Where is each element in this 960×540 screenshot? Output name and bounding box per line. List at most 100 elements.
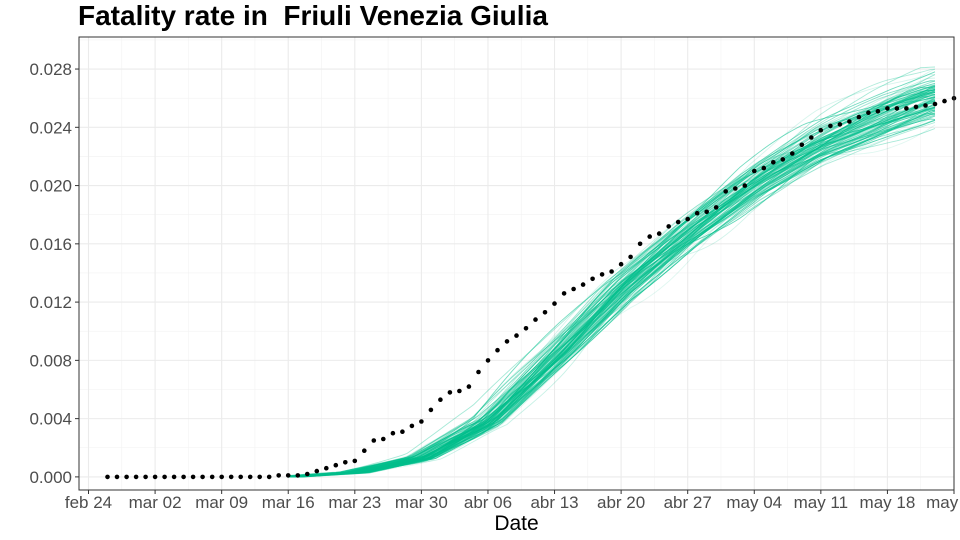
x-tick-label: mar 16 bbox=[262, 493, 315, 512]
observed-point bbox=[904, 106, 909, 111]
observed-point bbox=[343, 460, 348, 465]
observed-points bbox=[105, 95, 957, 480]
observed-point bbox=[257, 474, 263, 480]
observed-point bbox=[162, 474, 167, 480]
observed-point bbox=[780, 157, 786, 162]
observed-point bbox=[457, 388, 462, 394]
simulation-line bbox=[288, 66, 936, 477]
simulation-line bbox=[288, 89, 936, 477]
observed-point bbox=[866, 110, 871, 115]
observed-point bbox=[305, 471, 310, 477]
observed-point bbox=[809, 135, 814, 140]
observed-point bbox=[390, 430, 396, 436]
observed-point bbox=[590, 276, 595, 282]
observed-point bbox=[723, 189, 728, 194]
x-tick-label: may 11 bbox=[794, 493, 849, 512]
y-axis: 0.000 0.004 0.008 0.012 0.016 0.020 0.024 0.028 bbox=[29, 60, 79, 487]
x-tick-label: feb 24 bbox=[65, 493, 112, 512]
simulation-line bbox=[288, 87, 936, 477]
simulation-line bbox=[288, 112, 936, 478]
observed-point bbox=[942, 98, 947, 104]
chart-title: Fatality rate in Friuli Venezia Giulia bbox=[78, 0, 548, 31]
observed-point bbox=[504, 339, 510, 344]
observed-point bbox=[628, 254, 633, 260]
observed-point bbox=[818, 127, 824, 133]
observed-point bbox=[476, 369, 481, 375]
observed-point bbox=[885, 106, 890, 111]
observed-point bbox=[381, 436, 386, 442]
observed-point bbox=[228, 474, 234, 480]
simulation-line bbox=[288, 68, 936, 478]
simulation-line bbox=[288, 124, 936, 478]
x-tick-label: abr 13 bbox=[530, 493, 578, 512]
y-tick-label: 0.024 bbox=[29, 118, 72, 137]
observed-point bbox=[761, 165, 767, 171]
major-gridlines bbox=[79, 37, 955, 490]
observed-point bbox=[561, 291, 567, 296]
observed-point bbox=[742, 183, 748, 188]
simulation-line bbox=[288, 99, 936, 478]
observed-point bbox=[362, 448, 367, 454]
observed-point bbox=[324, 465, 329, 471]
observed-point bbox=[314, 468, 320, 474]
x-tick-label: abr 06 bbox=[464, 493, 512, 512]
plot-panel bbox=[79, 37, 954, 490]
x-tick-label: mar 30 bbox=[395, 493, 448, 512]
x-tick-label: mar 23 bbox=[328, 493, 381, 512]
observed-point bbox=[105, 474, 110, 480]
x-axis-title: Date bbox=[494, 512, 538, 535]
observed-point bbox=[276, 473, 282, 478]
simulation-line bbox=[288, 95, 936, 478]
observed-point bbox=[428, 407, 434, 413]
observed-point bbox=[666, 224, 671, 229]
x-axis: feb 24 mar 02 mar 09 mar 16 mar 23 mar 30 abr … bbox=[65, 490, 960, 512]
observed-point bbox=[209, 474, 215, 480]
observed-point bbox=[285, 473, 291, 478]
observed-point bbox=[847, 119, 852, 124]
observed-point bbox=[894, 106, 900, 111]
observed-point bbox=[200, 474, 205, 480]
observed-point bbox=[837, 122, 843, 127]
y-tick-label: 0.008 bbox=[29, 351, 72, 370]
observed-point bbox=[552, 301, 557, 306]
x-tick-label: may 25 bbox=[926, 493, 960, 512]
observed-point bbox=[571, 286, 576, 292]
observed-point bbox=[656, 231, 662, 236]
simulation-line bbox=[288, 98, 936, 478]
observed-point bbox=[752, 168, 757, 174]
simulation-line bbox=[288, 100, 936, 478]
observed-point bbox=[352, 458, 358, 464]
observed-point bbox=[523, 326, 529, 331]
y-tick-label: 0.004 bbox=[29, 410, 72, 429]
observed-point bbox=[266, 474, 272, 480]
observed-point bbox=[694, 210, 700, 216]
observed-point bbox=[447, 390, 453, 395]
simulation-line bbox=[288, 101, 936, 477]
simulation-line bbox=[288, 103, 936, 478]
simulation-line bbox=[288, 80, 936, 478]
x-tick-label: abr 20 bbox=[597, 493, 645, 512]
observed-point bbox=[485, 358, 491, 363]
observed-point bbox=[799, 142, 805, 148]
y-tick-label: 0.016 bbox=[29, 235, 72, 254]
observed-point bbox=[733, 186, 738, 191]
simulation-line bbox=[288, 87, 936, 478]
x-tick-label: may 18 bbox=[860, 493, 916, 512]
observed-point bbox=[856, 114, 862, 120]
observed-point bbox=[219, 474, 224, 480]
simulation-line bbox=[288, 84, 936, 478]
observed-point bbox=[238, 474, 243, 480]
observed-point bbox=[875, 109, 881, 114]
plot-panel-border bbox=[78, 36, 955, 491]
observed-point bbox=[599, 272, 605, 277]
simulation-line bbox=[288, 121, 936, 478]
observed-point bbox=[247, 474, 253, 480]
observed-point bbox=[495, 347, 500, 353]
observed-point bbox=[371, 438, 377, 443]
simulation-line bbox=[288, 112, 936, 478]
simulation-line bbox=[288, 101, 936, 478]
observed-point bbox=[771, 160, 776, 165]
simulation-line bbox=[288, 92, 936, 477]
observed-point bbox=[580, 282, 586, 287]
